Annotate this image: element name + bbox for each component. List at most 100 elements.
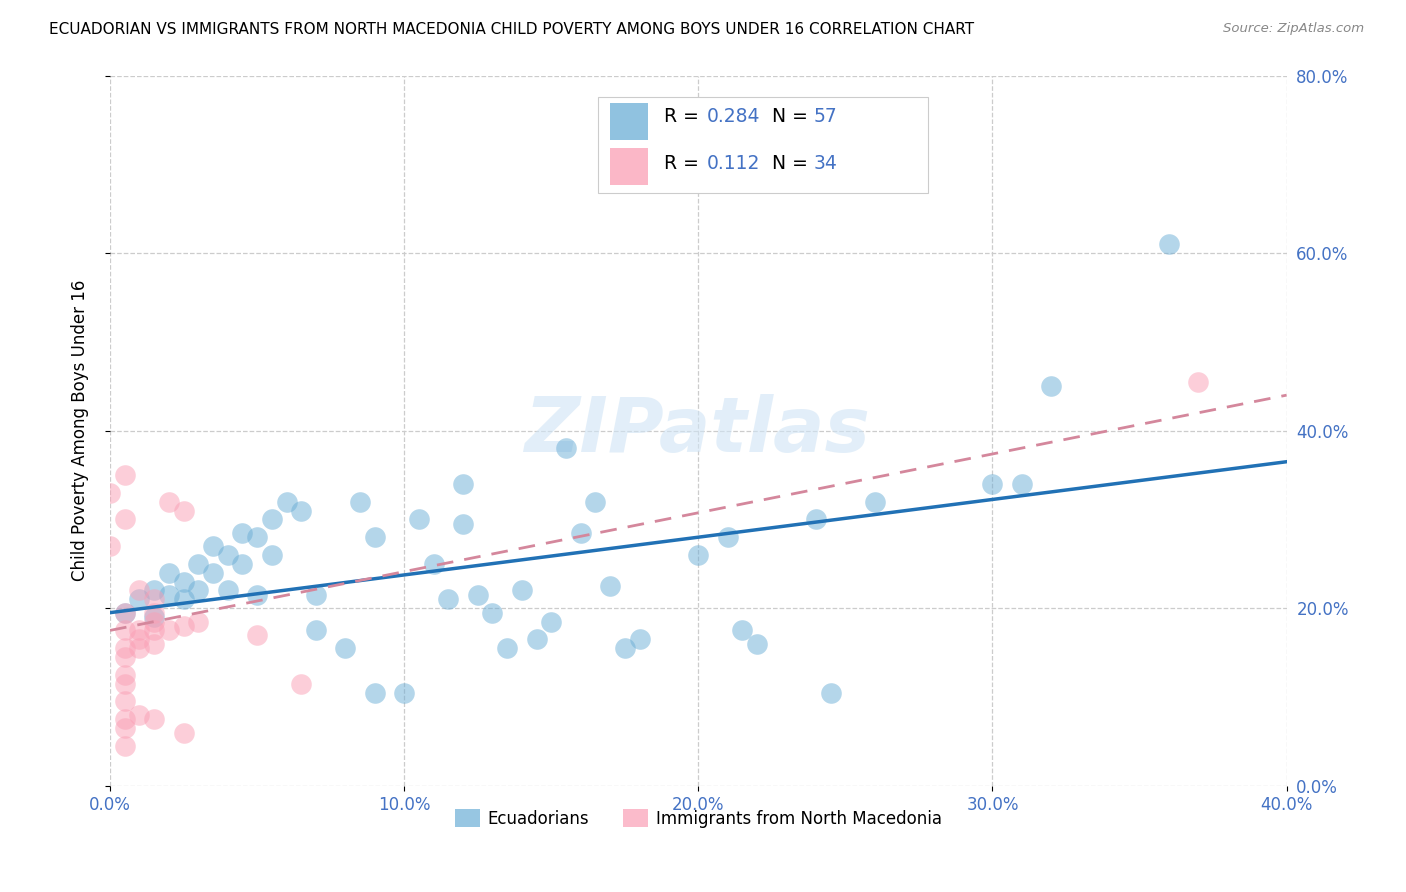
Point	[114, 721, 136, 735]
Point	[981, 477, 1004, 491]
Point	[128, 624, 150, 638]
Point	[290, 503, 312, 517]
Point	[128, 641, 150, 656]
Text: 0.112: 0.112	[707, 154, 761, 173]
Point	[1011, 477, 1033, 491]
Point	[202, 539, 225, 553]
Point	[510, 583, 533, 598]
Point	[114, 739, 136, 753]
Point	[526, 632, 548, 647]
Point	[335, 641, 357, 656]
Point	[260, 548, 283, 562]
Point	[114, 606, 136, 620]
Text: ZIPatlas: ZIPatlas	[526, 393, 872, 467]
Text: R =: R =	[664, 107, 704, 127]
Point	[173, 503, 195, 517]
Point	[157, 494, 180, 508]
Point	[628, 632, 651, 647]
Point	[246, 628, 269, 642]
Point	[467, 588, 489, 602]
Text: R =: R =	[664, 154, 711, 173]
Text: N =: N =	[772, 107, 814, 127]
Point	[143, 615, 166, 629]
Point	[202, 566, 225, 580]
Text: ECUADORIAN VS IMMIGRANTS FROM NORTH MACEDONIA CHILD POVERTY AMONG BOYS UNDER 16 : ECUADORIAN VS IMMIGRANTS FROM NORTH MACE…	[49, 22, 974, 37]
Point	[173, 725, 195, 739]
Point	[187, 557, 209, 571]
Point	[173, 619, 195, 633]
Point	[364, 530, 387, 544]
Point	[246, 588, 269, 602]
Point	[143, 712, 166, 726]
Point	[173, 592, 195, 607]
Point	[114, 668, 136, 682]
Point	[128, 632, 150, 647]
Point	[276, 494, 298, 508]
Point	[863, 494, 886, 508]
Point	[143, 624, 166, 638]
Text: 0.284: 0.284	[707, 107, 761, 127]
Point	[496, 641, 519, 656]
Point	[114, 606, 136, 620]
Point	[688, 548, 710, 562]
Point	[143, 592, 166, 607]
Point	[143, 583, 166, 598]
Point	[173, 574, 195, 589]
Legend: Ecuadorians, Immigrants from North Macedonia: Ecuadorians, Immigrants from North Maced…	[449, 803, 949, 834]
Point	[437, 592, 460, 607]
Point	[217, 583, 239, 598]
Point	[260, 512, 283, 526]
Point	[114, 641, 136, 656]
Text: 57: 57	[814, 107, 838, 127]
Point	[408, 512, 430, 526]
Point	[804, 512, 827, 526]
Point	[747, 637, 769, 651]
Point	[114, 468, 136, 483]
Point	[157, 588, 180, 602]
Point	[143, 637, 166, 651]
Point	[114, 676, 136, 690]
Point	[599, 579, 621, 593]
FancyBboxPatch shape	[610, 103, 648, 140]
Text: Source: ZipAtlas.com: Source: ZipAtlas.com	[1223, 22, 1364, 36]
Point	[128, 707, 150, 722]
Point	[481, 606, 503, 620]
Point	[187, 583, 209, 598]
Point	[157, 624, 180, 638]
Point	[143, 606, 166, 620]
FancyBboxPatch shape	[610, 148, 648, 185]
Point	[569, 525, 592, 540]
Point	[98, 539, 121, 553]
Point	[290, 676, 312, 690]
Point	[246, 530, 269, 544]
Point	[613, 641, 636, 656]
Point	[364, 685, 387, 699]
Text: 34: 34	[814, 154, 838, 173]
Point	[128, 592, 150, 607]
FancyBboxPatch shape	[599, 97, 928, 193]
Point	[583, 494, 606, 508]
Point	[128, 583, 150, 598]
Point	[540, 615, 562, 629]
Point	[451, 477, 474, 491]
Point	[731, 624, 754, 638]
Point	[1187, 375, 1209, 389]
Point	[349, 494, 371, 508]
Point	[451, 516, 474, 531]
Point	[114, 512, 136, 526]
Point	[555, 442, 578, 456]
Point	[231, 525, 253, 540]
Point	[1157, 237, 1180, 252]
Point	[114, 712, 136, 726]
Point	[157, 566, 180, 580]
Point	[305, 624, 328, 638]
Point	[114, 624, 136, 638]
Point	[98, 485, 121, 500]
Point	[231, 557, 253, 571]
Point	[114, 694, 136, 708]
Text: N =: N =	[772, 154, 814, 173]
Point	[114, 650, 136, 665]
Point	[1040, 379, 1063, 393]
Point	[422, 557, 444, 571]
Point	[143, 610, 166, 624]
